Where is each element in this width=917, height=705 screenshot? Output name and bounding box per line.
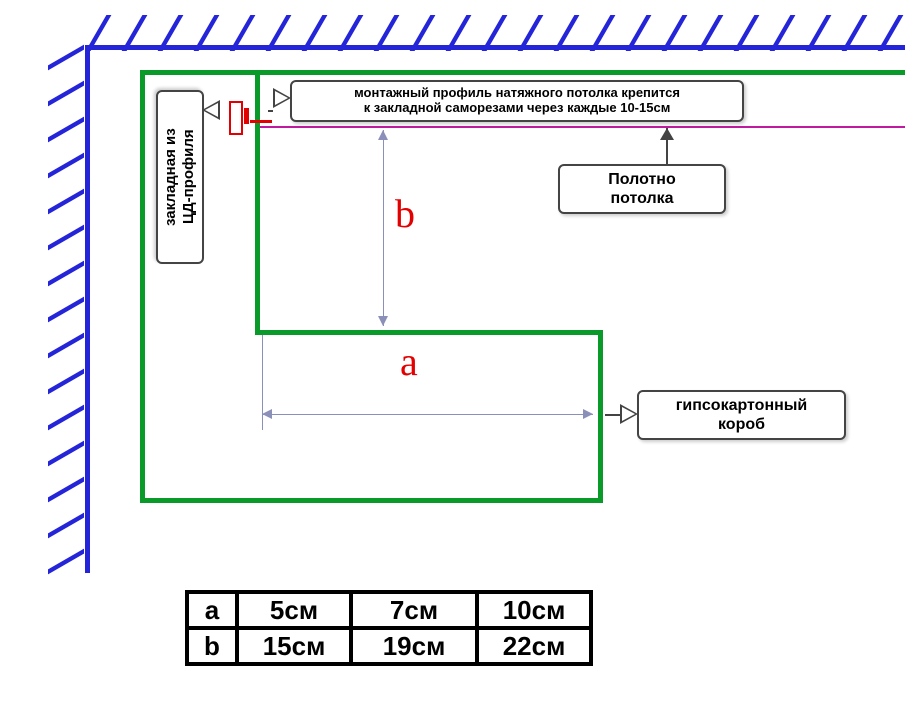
callout-lead (268, 110, 273, 112)
hatch-left (48, 405, 84, 431)
green-outer-left (140, 70, 145, 503)
dim-a-line (262, 414, 593, 415)
callout-pointer (660, 128, 674, 140)
dim-a-label: a (400, 338, 418, 385)
hatch-left (48, 369, 84, 395)
mount-bracket (229, 101, 243, 135)
hatch-left (48, 513, 84, 539)
callout-lead (605, 414, 620, 416)
wall-top (85, 45, 905, 50)
dimension-table: a5см7см10см b15см19см22см (185, 590, 593, 666)
hatch-left (48, 297, 84, 323)
hatch-left (48, 81, 84, 107)
callout-fabric: Полотнопотолка (558, 164, 726, 214)
dim-b-label: b (395, 190, 415, 237)
mount-tick (244, 108, 249, 124)
hatch-left (48, 333, 84, 359)
hatch-left (48, 189, 84, 215)
hatch-left (48, 117, 84, 143)
green-step-h (255, 330, 603, 335)
table-cell: a (187, 592, 237, 628)
callout-pointer (273, 88, 291, 108)
hatch-left (48, 225, 84, 251)
table-cell: 7см (351, 592, 477, 628)
hatch-left (48, 261, 84, 287)
dim-arrow (378, 130, 388, 140)
callout-gypsum-box: гипсокартонныйкороб (637, 390, 846, 440)
hatch-left (48, 153, 84, 179)
table-cell: 5см (237, 592, 351, 628)
dim-arrow (583, 409, 593, 419)
table-cell: 19см (351, 628, 477, 664)
ceiling-fabric-line (260, 126, 905, 128)
hatch-left (48, 45, 84, 71)
table-cell: 10см (477, 592, 591, 628)
callout-mount-note: монтажный профиль натяжного потолка креп… (290, 80, 744, 122)
hatch-left (48, 441, 84, 467)
dim-b-line (383, 130, 384, 326)
green-step-right (598, 330, 603, 498)
callout-pointer (202, 100, 220, 120)
diagram-canvas: baмонтажный профиль натяжного потолка кр… (0, 0, 917, 705)
green-outer-bottom (140, 498, 603, 503)
table-cell: b (187, 628, 237, 664)
hatch-left (48, 549, 84, 575)
callout-pointer (620, 404, 638, 424)
hatch-left (48, 477, 84, 503)
green-step-v (255, 72, 260, 335)
callout-profile-note: закладная изЦД-профиля (156, 90, 204, 264)
dim-arrow (262, 409, 272, 419)
dim-arrow (378, 316, 388, 326)
table-cell: 15см (237, 628, 351, 664)
table-cell: 22см (477, 628, 591, 664)
mount-redline (250, 120, 272, 123)
wall-left (85, 45, 90, 573)
